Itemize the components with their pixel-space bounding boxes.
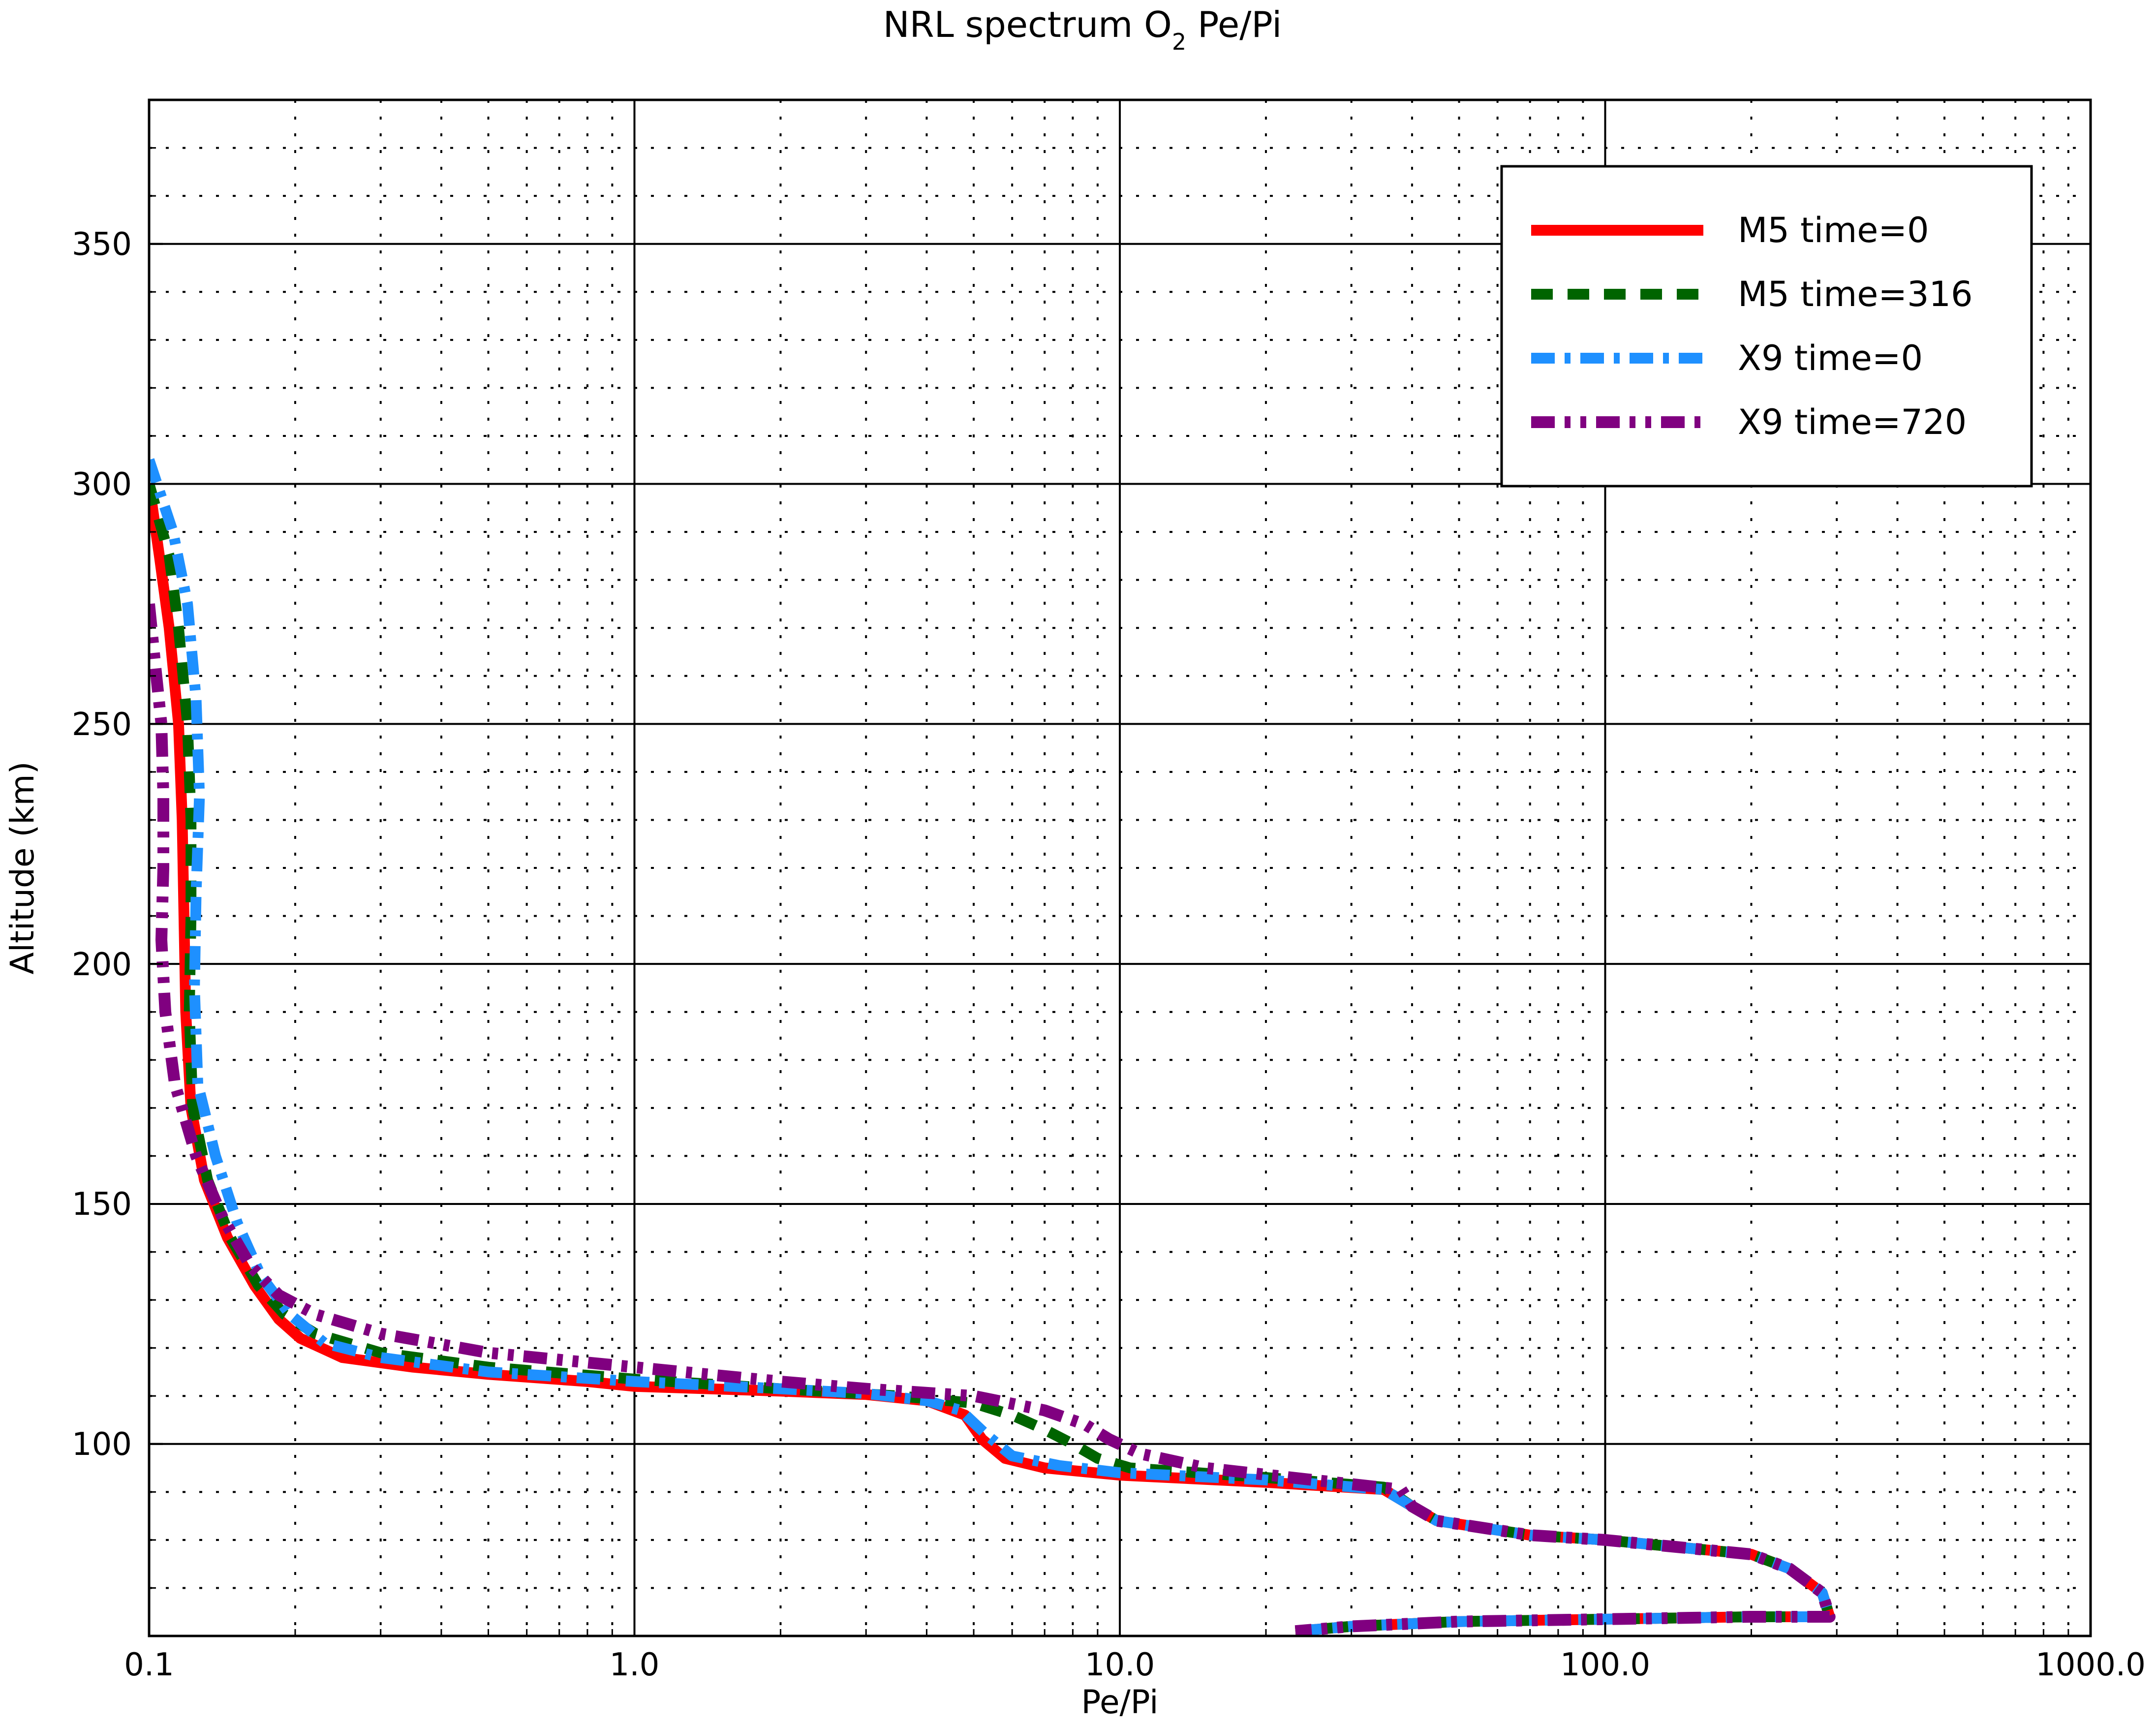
x-tick-label: 1000.0 xyxy=(2035,1647,2146,1683)
y-tick-label: 300 xyxy=(72,466,132,503)
x-tick-label: 0.1 xyxy=(124,1647,174,1683)
x-tick-label: 1.0 xyxy=(610,1647,660,1683)
series-line-x9-time0 xyxy=(149,458,1835,1636)
series-layer xyxy=(149,458,1836,1636)
legend-box xyxy=(1500,165,2033,488)
chart-title-main: NRL spectrum O xyxy=(883,4,1172,45)
series-line-x9-time720 xyxy=(149,603,1836,1636)
legend-label-m5-time316: M5 time=316 xyxy=(1738,274,1973,314)
x-tick-labels: 0.1 1.0 10.0 100.0 1000.0 xyxy=(124,1647,2146,1683)
y-tick-labels: 100 150 200 250 300 350 xyxy=(72,226,132,1463)
legend: M5 time=0 M5 time=316 X9 time=0 X9 time=… xyxy=(1500,165,2033,488)
x-axis-label: Pe/Pi xyxy=(1081,1683,1159,1721)
chart-title-subscript: 2 xyxy=(1172,29,1186,55)
chart-title: NRL spectrum O2 Pe/Pi xyxy=(883,4,1282,55)
legend-label-m5-time0: M5 time=0 xyxy=(1738,210,1929,250)
series-line-m5-time0 xyxy=(149,483,1835,1636)
y-axis-label: Altitude (km) xyxy=(3,762,41,975)
axis-ticks xyxy=(148,99,2092,1637)
legend-samples xyxy=(1531,225,1703,428)
x-tick-label: 10.0 xyxy=(1085,1647,1155,1683)
y-tick-label: 150 xyxy=(72,1186,132,1223)
series-line-m5-time316 xyxy=(149,482,1835,1636)
y-tick-label: 100 xyxy=(72,1426,132,1463)
legend-label-x9-time720: X9 time=720 xyxy=(1738,402,1967,442)
y-tick-label: 200 xyxy=(72,947,132,983)
x-tick-label: 100.0 xyxy=(1560,1647,1650,1683)
y-tick-label: 350 xyxy=(72,226,132,263)
y-tick-label: 250 xyxy=(72,707,132,743)
legend-label-x9-time0: X9 time=0 xyxy=(1738,338,1923,378)
chart-title-suffix: Pe/Pi xyxy=(1186,4,1282,45)
